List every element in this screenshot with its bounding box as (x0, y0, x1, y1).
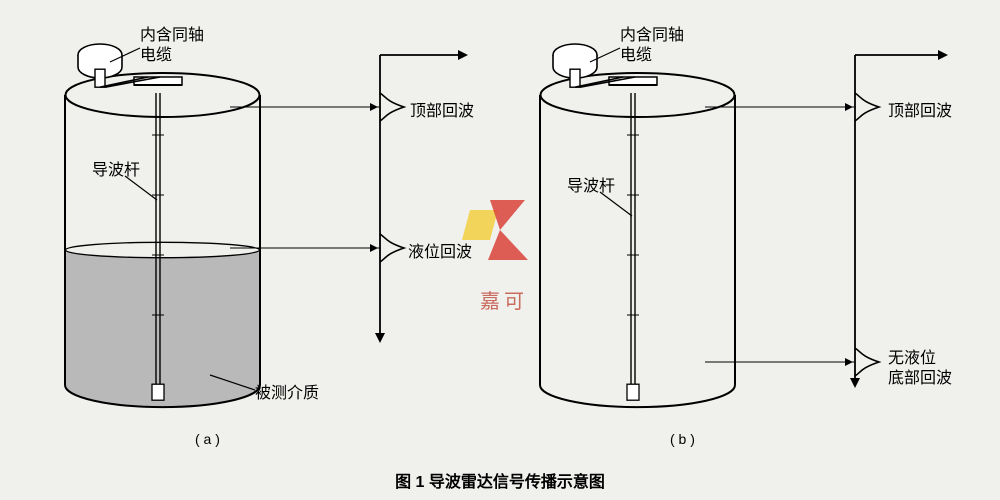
label-echo-top-b: 顶部回波 (888, 97, 952, 121)
label-rod-b: 导波杆 (567, 172, 615, 196)
watermark-text: 嘉可 (480, 285, 528, 314)
label-cable-a-2: 电缆 (140, 41, 172, 65)
label-echo-bottom-b-2: 底部回波 (888, 364, 952, 388)
sublabel-a: ( a ) (195, 431, 220, 447)
label-echo-top-a: 顶部回波 (410, 97, 474, 121)
figure-title: 图 1 导波雷达信号传播示意图 (0, 468, 1000, 492)
sublabel-b: ( b ) (670, 431, 695, 447)
label-echo-level-a: 液位回波 (408, 238, 472, 262)
label-medium-a: 被测介质 (255, 379, 319, 403)
label-rod-a: 导波杆 (92, 156, 140, 180)
label-cable-b-2: 电缆 (620, 41, 652, 65)
